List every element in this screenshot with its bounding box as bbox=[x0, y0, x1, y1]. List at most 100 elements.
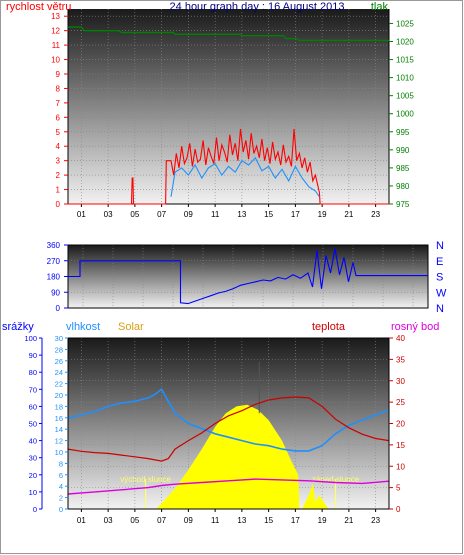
humidity-tick-label: 20 bbox=[55, 391, 63, 400]
x-tick-label: 15 bbox=[264, 516, 273, 525]
humidity-tick-label: 26 bbox=[55, 357, 63, 366]
wind-tick-label: 11 bbox=[52, 41, 61, 50]
direction-compass-label: E bbox=[436, 256, 443, 268]
pressure-line bbox=[68, 26, 389, 42]
rain-tick-label: 90 bbox=[29, 351, 37, 360]
humidity-line bbox=[67, 388, 390, 452]
temperature-tick-label: 10 bbox=[396, 462, 405, 471]
sunrise-label: východ slunce bbox=[120, 475, 171, 484]
wind-tick-label: 7 bbox=[56, 99, 61, 108]
rain-tick-label: 20 bbox=[29, 471, 37, 480]
temperature-tick-label: 30 bbox=[396, 377, 405, 386]
x-tick-label: 23 bbox=[371, 516, 380, 525]
temperature-tick-label: 15 bbox=[396, 441, 405, 450]
rain-axis-title: srážky bbox=[2, 321, 34, 333]
direction-tick-label: 180 bbox=[47, 273, 61, 282]
direction-tick-label: 360 bbox=[47, 241, 61, 250]
wind-tick-label: 3 bbox=[56, 157, 61, 166]
x-tick-label: 09 bbox=[184, 516, 193, 525]
x-tick-label: 21 bbox=[344, 516, 353, 525]
pressure-tick-label: 1010 bbox=[396, 74, 414, 83]
x-tick-label: 09 bbox=[184, 210, 193, 219]
x-tick-label: 13 bbox=[237, 210, 246, 219]
pressure-tick-label: 995 bbox=[396, 128, 410, 137]
direction-tick-label: 270 bbox=[47, 257, 61, 266]
direction-line bbox=[68, 248, 428, 305]
x-tick-label: 13 bbox=[237, 516, 246, 525]
x-tick-label: 11 bbox=[211, 516, 220, 525]
wind-tick-label: 10 bbox=[51, 56, 60, 65]
wind-tick-label: 13 bbox=[51, 12, 60, 21]
wind-tick-label: 6 bbox=[56, 113, 61, 122]
wind-tick-label: 4 bbox=[56, 142, 61, 151]
humidity-tick-label: 16 bbox=[55, 414, 63, 423]
wind-average-line bbox=[170, 156, 320, 198]
rain-tick-label: 10 bbox=[29, 488, 37, 497]
wind-tick-label: 12 bbox=[51, 27, 60, 36]
x-tick-label: 11 bbox=[211, 210, 220, 219]
solar-axis-title: Solar bbox=[118, 321, 144, 333]
pressure-tick-label: 1015 bbox=[396, 56, 414, 65]
direction-tick-label: 90 bbox=[51, 288, 60, 297]
x-tick-label: 23 bbox=[371, 210, 380, 219]
pressure-tick-label: 1005 bbox=[396, 92, 414, 101]
temperature-axis-title: teplota bbox=[312, 321, 346, 333]
chart-title: 24 hour graph day : 16 August 2013 bbox=[170, 1, 345, 13]
direction-compass-label: S bbox=[436, 272, 443, 284]
wind-gust-line bbox=[68, 128, 389, 205]
humidity-tick-label: 24 bbox=[55, 368, 63, 377]
x-tick-label: 07 bbox=[157, 516, 166, 525]
wind-tick-label: 2 bbox=[56, 171, 61, 180]
dewpoint-axis-title: rosný bod bbox=[391, 321, 439, 333]
wind-tick-label: 5 bbox=[56, 128, 61, 137]
x-tick-label: 15 bbox=[264, 210, 273, 219]
pressure-tick-label: 1025 bbox=[396, 19, 414, 28]
wind-tick-label: 9 bbox=[56, 70, 61, 79]
wind-panel-background bbox=[68, 9, 389, 204]
x-tick-label: 03 bbox=[104, 210, 113, 219]
rain-tick-label: 60 bbox=[29, 402, 37, 411]
temperature-line bbox=[67, 396, 390, 462]
x-tick-label: 05 bbox=[130, 516, 139, 525]
rain-tick-label: 40 bbox=[29, 437, 37, 446]
pressure-tick-label: 985 bbox=[396, 164, 410, 173]
humidity-tick-label: 0 bbox=[59, 505, 63, 514]
humidity-tick-label: 4 bbox=[59, 482, 63, 491]
rain-tick-label: 100 bbox=[24, 334, 37, 343]
pressure-tick-label: 1000 bbox=[396, 110, 414, 119]
rain-tick-label: 80 bbox=[29, 368, 37, 377]
x-tick-label: 17 bbox=[291, 516, 300, 525]
x-tick-label: 01 bbox=[77, 516, 86, 525]
dewpoint-line bbox=[67, 478, 390, 495]
wind-tick-label: 1 bbox=[56, 186, 61, 195]
x-tick-label: 19 bbox=[318, 210, 327, 219]
humidity-tick-label: 22 bbox=[55, 380, 63, 389]
direction-tick-label: 0 bbox=[56, 304, 61, 313]
humidity-tick-label: 10 bbox=[55, 448, 63, 457]
rain-tick-label: 50 bbox=[29, 420, 37, 429]
x-tick-label: 05 bbox=[130, 210, 139, 219]
humidity-tick-label: 28 bbox=[55, 345, 63, 354]
temperature-tick-label: 0 bbox=[396, 505, 401, 514]
humidity-tick-label: 30 bbox=[55, 334, 63, 343]
temperature-tick-label: 5 bbox=[396, 484, 401, 493]
pressure-axis-title: tlak bbox=[371, 1, 389, 13]
direction-compass-label: N bbox=[436, 303, 444, 315]
x-tick-label: 03 bbox=[104, 516, 113, 525]
x-tick-label: 07 bbox=[157, 210, 166, 219]
x-tick-label: 21 bbox=[344, 210, 353, 219]
rain-tick-label: 0 bbox=[33, 505, 37, 514]
direction-compass-label: W bbox=[436, 287, 447, 299]
temperature-tick-label: 20 bbox=[396, 420, 405, 429]
humidity-tick-label: 18 bbox=[55, 402, 63, 411]
humidity-tick-label: 12 bbox=[55, 437, 63, 446]
direction-compass-label: N bbox=[436, 240, 444, 252]
rain-tick-label: 70 bbox=[29, 385, 37, 394]
x-tick-label: 01 bbox=[77, 210, 86, 219]
rain-tick-label: 30 bbox=[29, 454, 37, 463]
sunset-label: západ slunce bbox=[312, 475, 360, 484]
temperature-tick-label: 25 bbox=[396, 398, 405, 407]
humidity-tick-label: 8 bbox=[59, 459, 63, 468]
